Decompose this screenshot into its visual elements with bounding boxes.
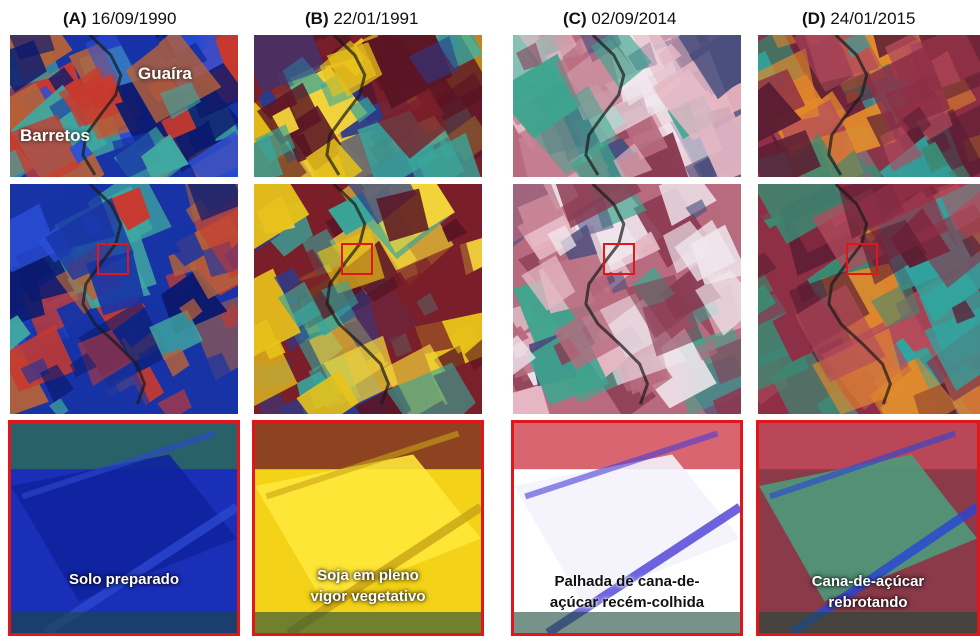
guaira-map-label: Guaíra <box>138 64 192 83</box>
panel-d-header: (D) 24/01/2015 <box>802 6 915 32</box>
panel-b-zoom-image: Soja em pleno vigor vegetativo <box>252 420 484 636</box>
panel-b-detail-image <box>254 184 482 414</box>
panel-c-header: (C) 02/09/2014 <box>563 6 676 32</box>
panel-d-zoom-image: Cana-de-açúcar rebrotando <box>756 420 980 636</box>
panel-b-letter: (B) <box>305 9 329 28</box>
panel-b-date: 22/01/1991 <box>333 9 419 28</box>
panel-a-detail-image <box>10 184 238 414</box>
panel-c-caption-line-2: açúcar recém-colhida <box>549 594 705 611</box>
panel-c-zoom-image: Palhada de cana-de- açúcar recém-colhida <box>511 420 743 636</box>
panel-d-overview-image <box>758 35 980 177</box>
panel-d-caption-line-2: rebrotando <box>828 594 908 611</box>
panel-b-overview-image <box>254 35 482 177</box>
panel-a-caption-line-1: Solo preparado <box>68 571 180 588</box>
panel-b-header: (B) 22/01/1991 <box>305 6 418 32</box>
panel-d-date: 24/01/2015 <box>830 9 916 28</box>
panel-d-roi-box <box>846 243 878 275</box>
panel-d-caption: Cana-de-açúcar rebrotando <box>759 571 977 613</box>
panel-a-zoom-image: Solo preparado <box>8 420 240 636</box>
barretos-map-label: Barretos <box>20 126 90 145</box>
panel-c-detail-image <box>513 184 741 414</box>
panel-a-overview-image <box>10 35 238 177</box>
panel-c-caption-line-1: Palhada de cana-de- <box>554 573 700 590</box>
panel-b-roi-box <box>341 243 373 275</box>
panel-b-caption-line-2: vigor vegetativo <box>310 588 426 605</box>
panel-d-caption-line-1: Cana-de-açúcar <box>811 573 925 590</box>
panel-d-detail-image <box>758 184 980 414</box>
panel-a-header: (A) 16/09/1990 <box>63 6 176 32</box>
panel-c-date: 02/09/2014 <box>591 9 677 28</box>
panel-a-letter: (A) <box>63 9 87 28</box>
panel-c-overview-image <box>513 35 741 177</box>
panel-a-date: 16/09/1990 <box>91 9 177 28</box>
panel-a-caption: Solo preparado <box>11 569 237 590</box>
panel-b-caption: Soja em pleno vigor vegetativo <box>255 565 481 607</box>
panel-c-roi-box <box>603 243 635 275</box>
panel-c-caption: Palhada de cana-de- açúcar recém-colhida <box>514 571 740 613</box>
panel-a-roi-box <box>97 243 129 275</box>
panel-b-caption-line-1: Soja em pleno <box>317 567 419 584</box>
panel-c-letter: (C) <box>563 9 587 28</box>
panel-d-letter: (D) <box>802 9 826 28</box>
